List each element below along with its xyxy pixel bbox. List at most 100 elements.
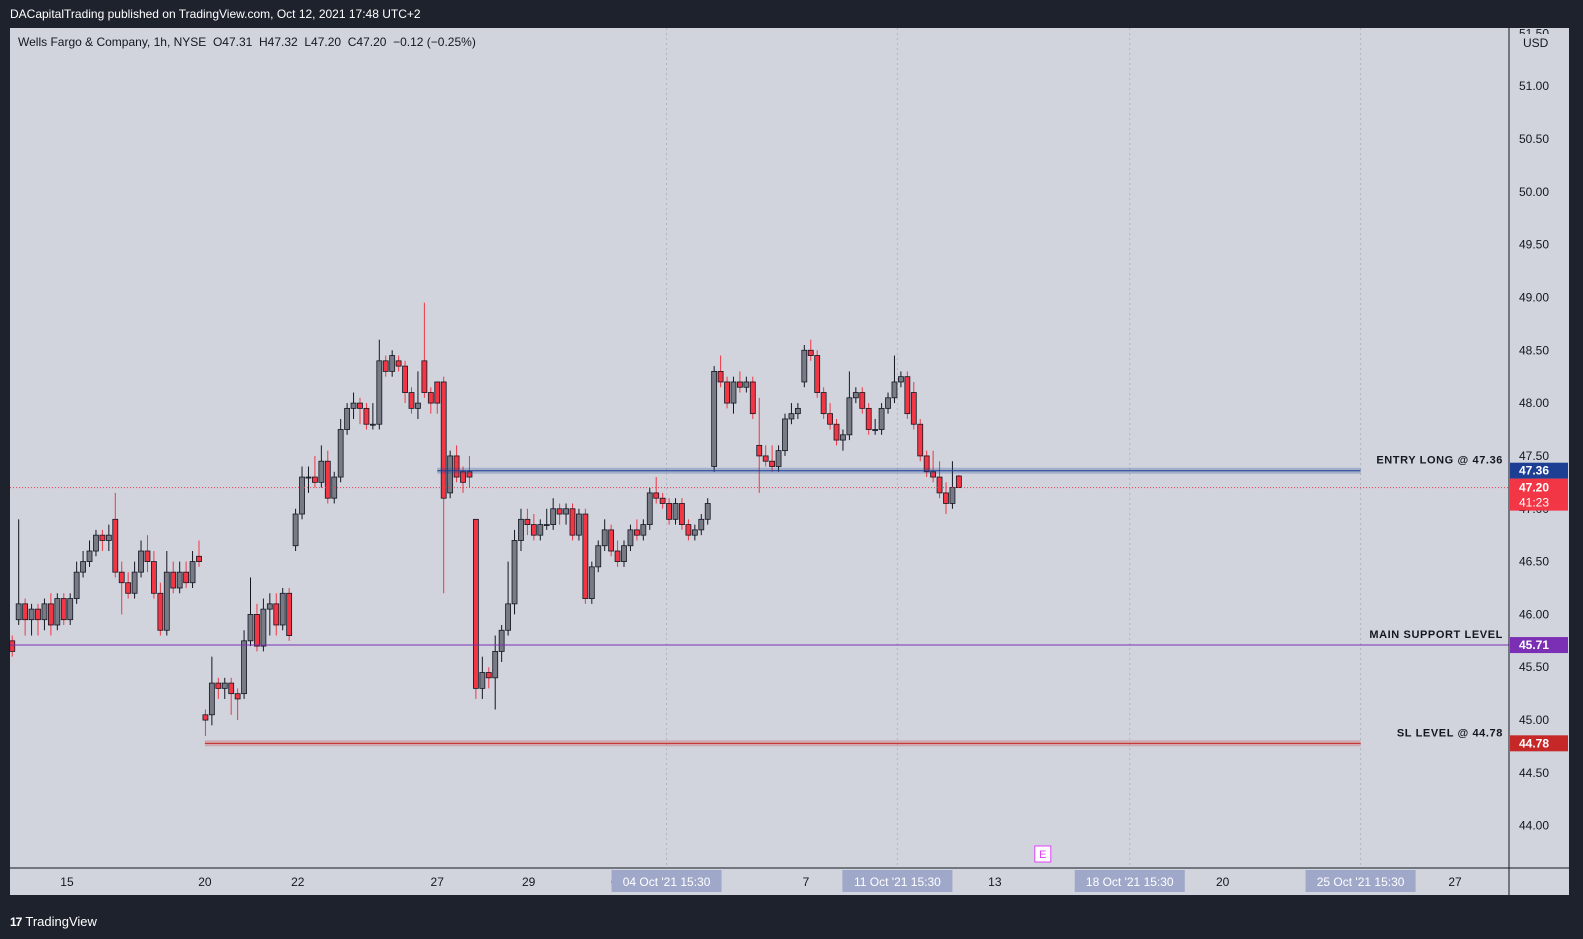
- publication-bar: DACapitalTrading published on TradingVie…: [0, 0, 1583, 28]
- candle: [524, 508, 531, 536]
- candle: [872, 418, 879, 435]
- time-marker-label: 11 Oct '21 15:30: [854, 875, 941, 889]
- candle: [447, 450, 454, 499]
- earnings-marker-label: E: [1039, 849, 1046, 861]
- candle: [943, 482, 949, 515]
- candle: [885, 392, 891, 414]
- candle: [54, 593, 61, 631]
- candle: [35, 603, 41, 636]
- time-marker-tag: [842, 870, 953, 892]
- price-tick-label: 51.00: [1519, 79, 1549, 93]
- candle: [666, 498, 672, 525]
- candle: [930, 450, 937, 483]
- price-axis: [1509, 28, 1569, 868]
- price-tick-label: 45.50: [1519, 660, 1549, 674]
- time-marker-tag: [1305, 870, 1416, 892]
- candle: [241, 630, 247, 699]
- candle: [318, 445, 325, 488]
- candle: [704, 498, 711, 525]
- candle: [421, 302, 428, 398]
- time-marker-tag: [611, 870, 722, 892]
- time-marker-label: 04 Oct '21 15:30: [623, 875, 711, 889]
- time-tick-label: 27: [1448, 875, 1462, 889]
- candle: [846, 371, 853, 441]
- candle: [955, 474, 962, 489]
- candle: [827, 403, 833, 430]
- level-price-tag: [1510, 462, 1568, 479]
- tradingview-brand[interactable]: 17 TradingView: [10, 914, 97, 929]
- level-price-label: 44.78: [1519, 736, 1549, 750]
- candle: [260, 598, 267, 652]
- candle: [350, 392, 357, 419]
- candle: [415, 371, 421, 419]
- candle: [601, 519, 608, 552]
- level-name: SL LEVEL @ 44.78: [1397, 727, 1503, 739]
- level-price-tag: [1510, 735, 1568, 752]
- currency-label: USD: [1523, 36, 1549, 50]
- time-marker-label: 25 Oct '21 15:30: [1317, 875, 1405, 889]
- candle: [923, 450, 930, 478]
- last-price-tag: [1510, 478, 1568, 511]
- candle: [801, 344, 808, 388]
- candle: [518, 508, 524, 552]
- candle: [685, 519, 692, 541]
- candle: [588, 561, 595, 604]
- candle: [247, 577, 254, 647]
- candle: [936, 461, 943, 499]
- candle: [93, 529, 99, 557]
- candle: [852, 387, 859, 404]
- candle: [112, 492, 119, 578]
- candle: [395, 355, 402, 372]
- candle: [807, 339, 814, 361]
- candle: [176, 561, 183, 594]
- candle: [505, 561, 511, 636]
- price-tick-label: 50.00: [1519, 185, 1549, 199]
- candle: [221, 677, 228, 699]
- candle: [769, 445, 776, 472]
- candle: [183, 561, 190, 588]
- price-tick-label: 49.00: [1519, 290, 1549, 304]
- candle: [511, 529, 518, 615]
- candle: [324, 450, 331, 504]
- candle: [41, 598, 48, 631]
- candle: [80, 551, 86, 578]
- candle: [814, 350, 821, 398]
- price-tick-label: 46.00: [1519, 607, 1549, 621]
- candle: [305, 466, 312, 493]
- candle: [582, 508, 589, 604]
- candle: [376, 339, 383, 430]
- candle: [357, 397, 363, 425]
- candle: [640, 519, 647, 541]
- published-caption: DACapitalTrading published on TradingVie…: [10, 7, 421, 21]
- candle: [910, 381, 917, 430]
- time-tick-label: 13: [988, 875, 1002, 889]
- price-tick-label: 47.50: [1519, 449, 1549, 463]
- candle: [898, 371, 904, 388]
- candle: [15, 519, 22, 625]
- candle: [492, 635, 499, 710]
- candle: [833, 418, 840, 446]
- tradingview-logo-icon: 17: [10, 914, 22, 929]
- candle: [627, 524, 634, 552]
- candle: [60, 593, 67, 625]
- candle: [363, 403, 370, 430]
- level-price-label: 47.36: [1519, 464, 1549, 478]
- candle: [228, 677, 235, 715]
- candle: [614, 540, 621, 567]
- candle: [472, 518, 479, 699]
- earnings-marker-icon: [1034, 845, 1052, 863]
- price-tick-label: 49.50: [1519, 238, 1549, 252]
- candle: [157, 582, 164, 636]
- candle: [485, 667, 492, 689]
- candle: [730, 376, 737, 414]
- candle: [382, 355, 389, 377]
- level-price-tag: [1510, 637, 1568, 654]
- level-price-label: 45.71: [1519, 638, 1549, 652]
- candle: [86, 540, 93, 567]
- tradingview-brand-name: TradingView: [25, 914, 97, 929]
- candle: [292, 508, 299, 552]
- candle: [543, 508, 550, 530]
- price-tick-label: 46.50: [1519, 555, 1549, 569]
- currency-badge: [1513, 34, 1557, 52]
